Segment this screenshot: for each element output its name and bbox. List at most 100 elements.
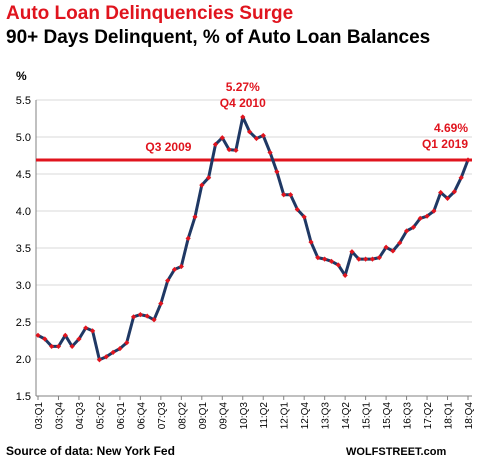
x-tick-label: 14:Q2 [341,402,352,430]
data-point [438,189,444,196]
data-point [301,214,307,220]
data-point [233,147,239,153]
x-tick-label: 15:Q4 [382,402,393,430]
x-tick-label: 13:Q3 [321,402,332,430]
data-point [117,346,123,352]
data-point [226,146,232,153]
data-point [240,114,246,120]
series-delinquency-rate [35,114,471,363]
data-point [144,313,150,319]
chart-subtitle: 90+ Days Delinquent, % of Auto Loan Bala… [6,27,431,48]
y-axis: 1.5 2.0 2.5 3.0 3.5 4.0 4.5 5.0 5.5 [16,95,37,403]
data-point [322,256,328,262]
data-point [417,215,423,221]
data-point [383,244,389,250]
data-point [349,249,355,255]
x-tick-label: 11:Q2 [259,402,270,429]
data-point [458,175,464,181]
data-point [253,135,260,142]
data-point [363,256,369,262]
y-tick-label: 5.0 [16,132,31,144]
data-point [69,343,75,350]
data-point [35,332,41,338]
data-point [158,300,164,307]
data-point [390,248,396,254]
data-point [103,354,109,360]
data-point [42,336,48,342]
data-point [62,332,68,338]
x-tick-label: 07:Q3 [157,402,168,430]
data-point [274,169,280,175]
data-point [260,132,266,139]
data-point [55,343,62,350]
annotation-peak-date: Q4 2010 [220,96,266,110]
data-point [49,343,55,350]
series-line [37,115,470,362]
data-point [246,129,253,135]
data-point [199,182,205,188]
x-tick-label: 03:Q1 [34,402,45,430]
y-tick-label: 5.5 [16,95,31,107]
data-point [335,262,341,268]
data-point [124,340,130,346]
data-point [83,325,89,331]
data-point [110,349,116,355]
y-tick-label: 3.5 [16,243,31,255]
data-point [185,235,191,241]
x-tick-label: 15:Q1 [362,402,373,430]
data-point [178,263,184,270]
data-point [96,357,103,363]
data-point [267,149,273,156]
x-tick-label: 08:Q2 [177,402,188,430]
data-point [369,256,376,262]
data-point [424,213,430,219]
gridlines [36,99,472,397]
data-point [192,214,198,220]
data-point [328,258,335,264]
y-tick-label: 2.0 [16,354,31,366]
data-point [403,228,410,234]
data-point [151,317,157,323]
data-point [287,192,294,198]
x-tick-label: 06:Q4 [136,402,147,430]
data-point [451,189,457,195]
data-point [171,266,178,273]
data-point [465,157,471,163]
x-tick-label: 03:Q4 [54,402,65,430]
y-axis-unit-label: % [16,69,27,83]
data-point [444,195,451,202]
data-point [212,141,219,147]
x-tick-label: 18:Q4 [464,402,475,430]
data-point [376,255,382,261]
data-point [281,192,287,198]
source-note: Source of data: New York Fed [6,444,175,458]
y-tick-label: 1.5 [16,391,31,403]
x-tick-label: 18:Q1 [444,402,455,430]
data-point [137,312,143,318]
data-point [165,277,171,284]
data-point [308,239,314,245]
x-tick-label: 09:Q1 [198,402,209,430]
x-axis: 03:Q1 03:Q4 04:Q3 05:Q2 06:Q1 06:Q4 07:Q3 08:Q2… [34,395,475,430]
x-tick-label: 05:Q2 [95,402,106,430]
data-point [76,336,82,342]
data-point [90,328,96,334]
y-tick-label: 4.5 [16,169,31,181]
data-point [315,255,321,261]
x-tick-label: 12:Q4 [300,402,311,430]
data-point [294,206,300,213]
data-point [431,208,437,214]
annotation-latest-value: 4.69% [434,121,468,135]
data-point [219,135,225,141]
x-tick-label: 10:Q3 [239,402,250,430]
chart-title: Auto Loan Delinquencies Surge [6,3,294,24]
data-point [206,175,212,181]
data-point [397,240,403,246]
site-credit: WOLFSTREET.com [346,446,447,458]
x-tick-label: 12:Q1 [280,402,291,430]
annotation-crossing-date: Q3 2009 [145,140,191,154]
x-tick-label: 09:Q4 [218,402,229,430]
data-point [342,272,348,278]
data-point [356,256,362,262]
